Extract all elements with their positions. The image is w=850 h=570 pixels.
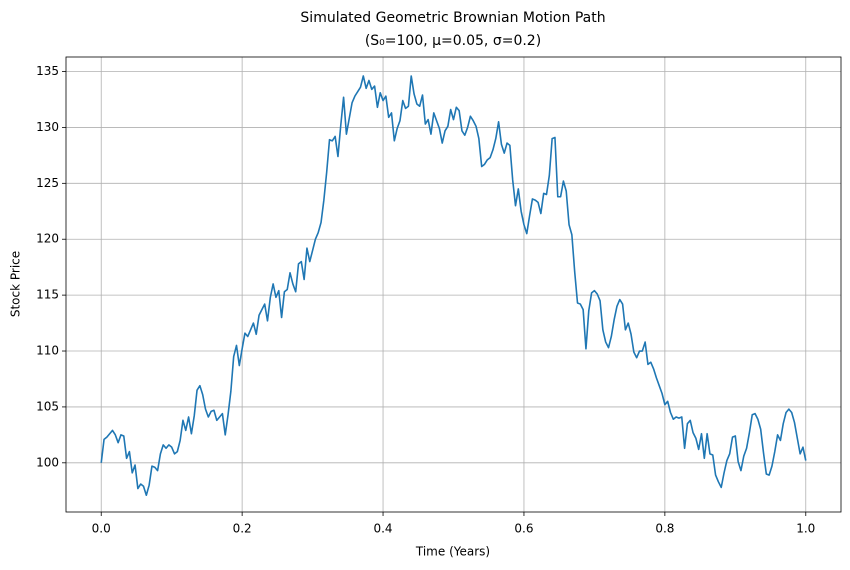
y-tick-label: 110 xyxy=(36,344,59,358)
x-tick-label: 1.0 xyxy=(796,522,815,536)
x-tick-label: 0.0 xyxy=(92,522,111,536)
y-tick-label: 125 xyxy=(36,176,59,190)
chart-subtitle: (S₀=100, μ=0.05, σ=0.2) xyxy=(365,33,541,49)
y-axis-label: Stock Price xyxy=(9,251,23,317)
x-tick-label: 0.2 xyxy=(233,522,252,536)
x-tick-label: 0.4 xyxy=(373,522,392,536)
x-tick-label: 0.6 xyxy=(514,522,533,536)
y-tick-label: 100 xyxy=(36,455,59,469)
plot-frame xyxy=(65,56,842,513)
y-tick-label: 120 xyxy=(36,232,59,246)
x-axis-label: Time (Years) xyxy=(415,545,490,559)
data-line xyxy=(100,75,807,497)
chart-title: Simulated Geometric Brownian Motion Path xyxy=(300,10,605,26)
y-tick-label: 130 xyxy=(36,120,59,134)
y-tick-label: 105 xyxy=(36,399,59,413)
x-tick-label: 0.8 xyxy=(655,522,674,536)
y-tick-label: 135 xyxy=(36,64,59,78)
y-tick-label: 115 xyxy=(36,288,59,302)
